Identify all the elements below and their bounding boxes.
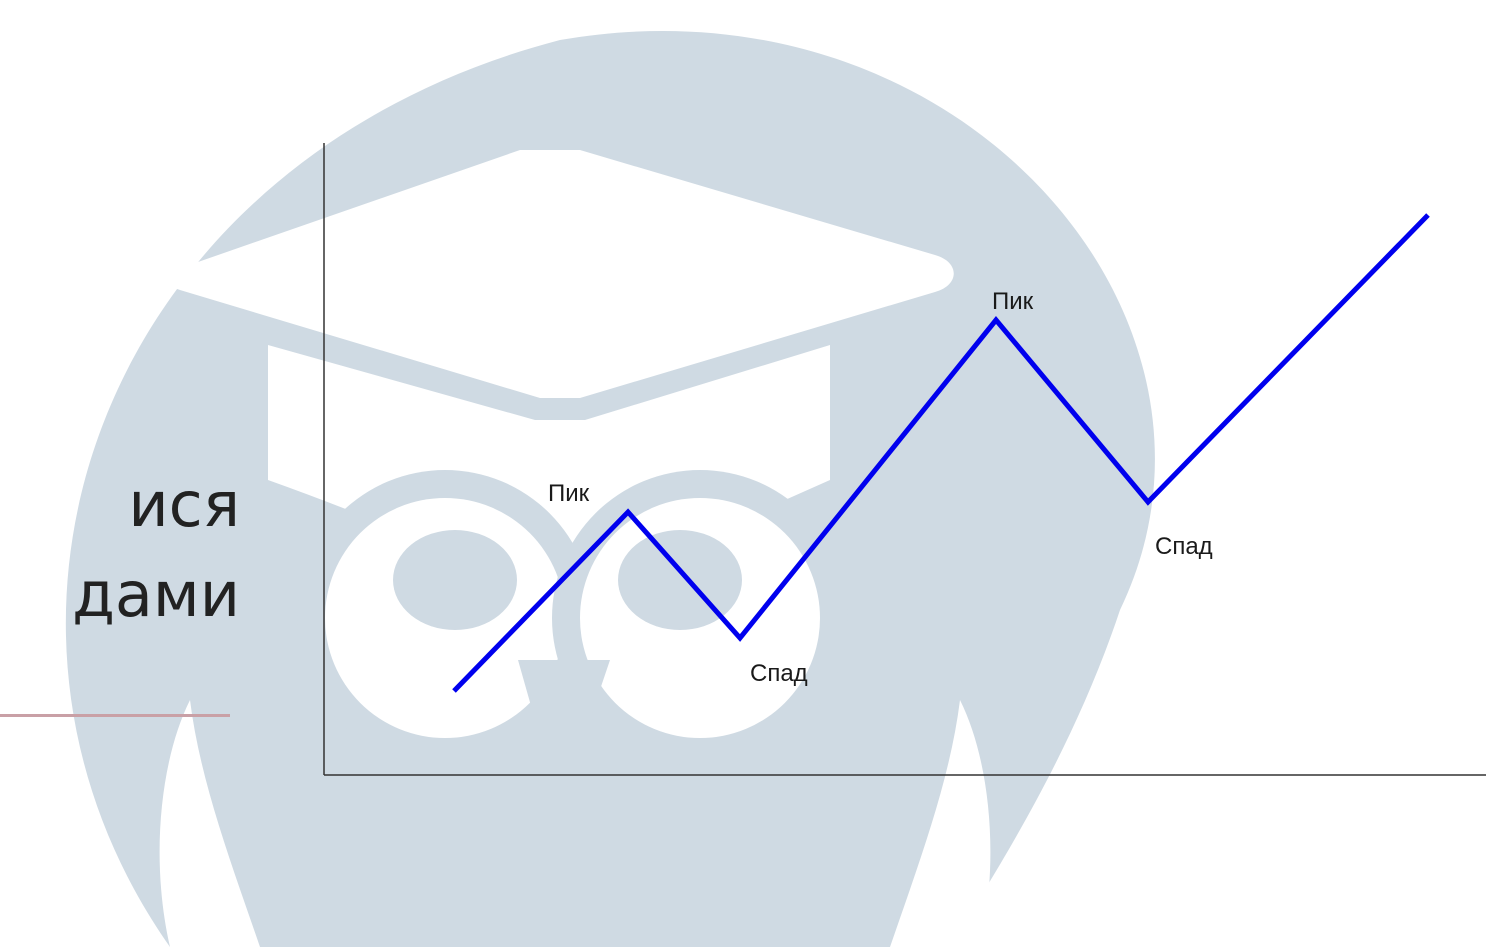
graduation-cap-icon	[164, 150, 954, 398]
slide-title: ися дами	[0, 460, 240, 640]
cycle-line	[452, 213, 1430, 693]
owl-eyes-icon	[159, 470, 991, 947]
trough-label-2: Спад	[1155, 533, 1213, 560]
title-underline	[0, 714, 230, 717]
slide-title-line-2: дами	[72, 558, 240, 631]
peak-label-2: Пик	[992, 288, 1034, 315]
trough-label-1: Спад	[750, 660, 808, 687]
peak-label-1: Пик	[548, 480, 590, 507]
slide-title-line-1: ися	[128, 468, 240, 541]
